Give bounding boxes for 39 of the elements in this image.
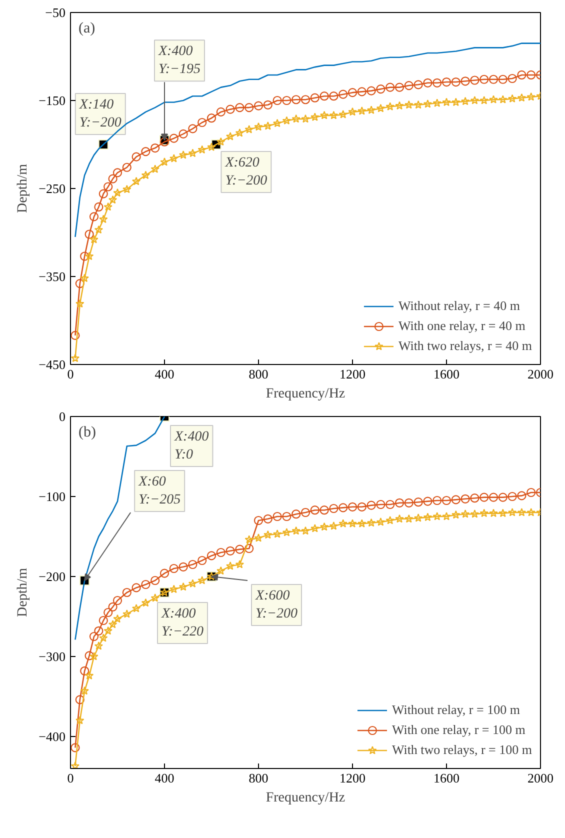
legend-label: Without relay, r = 100 m <box>392 702 520 718</box>
text: (a) <box>78 20 96 36</box>
x-tick-label: 800 <box>248 366 268 382</box>
y-tick-label: −100 <box>38 489 66 504</box>
y-tick-label: −400 <box>38 729 66 744</box>
x-tick-label: 1600 <box>434 770 460 786</box>
y-axis-title: Depth/m <box>16 164 31 213</box>
y-tick-label: −300 <box>38 649 66 664</box>
annotation: X:400 Y:0 <box>174 430 209 462</box>
legend-label: Without relay, r = 40 m <box>398 298 520 314</box>
legend-label: With two relays, r = 40 m <box>398 338 532 354</box>
y-tick-label: −50 <box>45 5 66 20</box>
y-tick-label: −250 <box>38 181 66 196</box>
annotation: X:620 Y:−200 <box>224 156 268 188</box>
legend-label: With two relays, r = 100 m <box>392 742 532 758</box>
y-axis-title: Depth/m <box>16 568 31 617</box>
x-tick-label: 2000 <box>528 366 554 382</box>
y-tick-label: −150 <box>38 93 66 108</box>
x-tick-label: 400 <box>154 770 174 786</box>
annotation: X:140 Y:−200 <box>78 98 122 130</box>
x-axis-title: Frequency/Hz <box>266 386 346 402</box>
legend-label: With one relay, r = 100 m <box>392 722 526 738</box>
x-tick-label: 800 <box>248 770 268 786</box>
x-tick-label: 1200 <box>340 366 366 382</box>
annotation: X:400 Y:−220 <box>160 606 204 640</box>
annotation: X:600 Y:−200 <box>254 588 298 622</box>
y-tick-label: 0 <box>59 409 66 424</box>
x-tick-label: 400 <box>154 366 174 382</box>
x-tick-label: 2000 <box>528 770 554 786</box>
y-tick-label: −200 <box>38 569 66 584</box>
legend-label: With one relay, r = 40 m <box>398 318 526 334</box>
annotation: X:400 Y:−195 <box>158 44 200 78</box>
y-tick-label: −350 <box>38 269 66 284</box>
text: (b) <box>78 424 96 440</box>
x-axis-title: Frequency/Hz <box>266 790 346 806</box>
x-tick-label: 1200 <box>340 770 366 786</box>
y-tick-label: −450 <box>38 357 66 372</box>
annotation: X:60 Y:−205 <box>138 474 181 508</box>
x-tick-label: 1600 <box>434 366 460 382</box>
